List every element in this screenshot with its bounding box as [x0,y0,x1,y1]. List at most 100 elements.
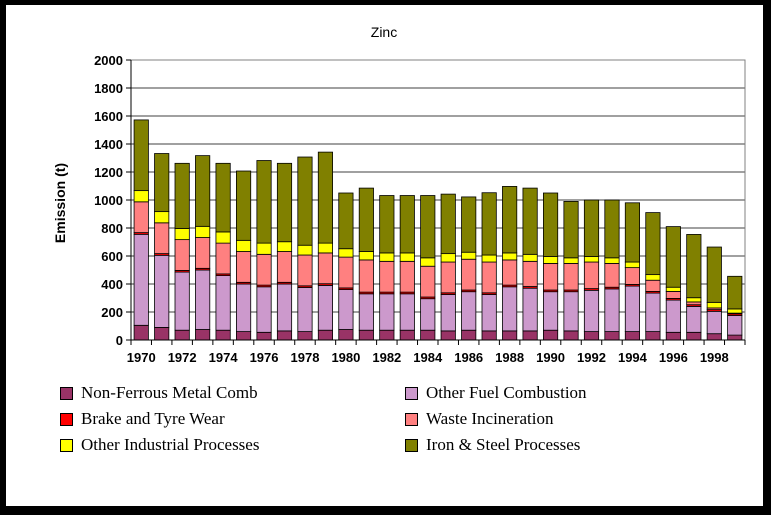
bar-segment [563,200,579,259]
bar-segment [317,151,333,244]
bar-segment [440,253,456,263]
bar-segment [624,202,640,263]
x-tick-label: 1994 [618,350,648,365]
bar-segment [358,187,374,252]
bar-segment [256,253,272,286]
bar-segment [399,293,415,331]
y-tick-label: 1000 [94,193,123,208]
x-tick-label: 1978 [291,350,320,365]
bar-segment [706,301,722,309]
bar-segment [624,267,640,285]
bar-segment [154,222,170,255]
bar-segment [317,284,333,331]
bar-segment [481,254,497,263]
bar-segment [604,257,620,264]
bar-segment [379,195,395,254]
bar-segment [317,329,333,341]
y-tick-label: 1200 [94,165,123,180]
bar-segment [154,211,170,224]
bar-segment [686,305,702,333]
bar-segment [502,186,518,254]
x-tick-label: 1986 [454,350,483,365]
bar-segment [461,251,477,260]
bar-segment [338,192,354,250]
bar-segment [379,329,395,341]
bar-segment [665,226,681,288]
bar-segment [686,331,702,341]
bar-segment [236,239,252,252]
bar-segment [665,286,681,292]
x-tick-label: 1974 [209,350,239,365]
bar-segment [522,253,538,262]
bar-segment [276,241,293,252]
bar-segment [297,254,313,287]
bar-segment [665,299,681,333]
bar-segment [624,331,640,341]
bar-segment [215,275,231,331]
y-tick-label: 2000 [94,53,123,68]
bar-segment [727,275,743,310]
bar-segment [276,162,293,243]
bars [133,119,743,341]
bar-segment [461,258,477,291]
bar-segment [481,261,497,294]
axes: 0 200 400 600 800 1000 1200 1400 1600 1800 2000 197… [94,53,746,365]
bar-segment [133,233,149,326]
bar-segment [174,162,190,229]
y-tick-label: 600 [101,249,123,264]
bar-segment [645,274,661,281]
x-tick-label: 1980 [331,350,360,365]
x-tick-label: 1998 [700,350,729,365]
bar-segment [154,254,170,328]
bar-segment [440,294,456,332]
bar-segment [706,310,722,335]
bar-segment [256,331,272,341]
bar-segment [420,257,436,267]
bar-segment [604,263,620,288]
y-axis-label: Emission (t) [52,163,68,243]
bar-segment [399,329,415,341]
chart-frame: Zinc Emission (t) 0 200 400 600 800 1000 1200 1… [6,5,763,506]
bar-segment [583,199,600,257]
bar-segment [481,330,497,341]
bar-segment [297,287,313,332]
bar-segment [502,330,518,341]
bar-segment [358,329,374,341]
bar-segment [420,329,436,341]
bar-segment [563,330,579,341]
bar-segment [236,283,252,332]
bar-segment [583,261,600,290]
y-tick-label: 1400 [94,137,123,152]
bar-segment [195,237,211,269]
y-tick-label: 200 [101,305,123,320]
bar-segment [461,291,477,331]
bar-segment [256,160,272,244]
bar-segment [154,153,170,213]
bar-segment [583,256,600,263]
bar-segment [706,246,722,303]
bar-segment [502,259,518,286]
bar-segment [645,292,661,333]
bar-segment [236,251,252,283]
bar-segment [297,156,313,246]
bar-segment [727,315,743,336]
bar-segment [481,294,497,332]
y-tick-label: 0 [116,333,123,348]
bar-segment [727,308,743,314]
bar-segment [727,334,743,341]
bar-segment [174,239,190,271]
bar-segment [215,242,231,275]
bar-segment [195,155,211,227]
bar-segment [276,283,293,332]
bar-segment [645,279,661,292]
bar-segment [420,298,436,331]
bar-segment [379,252,395,262]
bar-segment [624,261,640,269]
bar-segment [624,285,640,333]
bar-segment [686,297,702,303]
x-tick-label: 1992 [577,350,606,365]
bar-segment [440,330,456,341]
bar-segment [358,251,374,261]
bar-segment [195,225,211,238]
bar-segment [686,301,702,306]
